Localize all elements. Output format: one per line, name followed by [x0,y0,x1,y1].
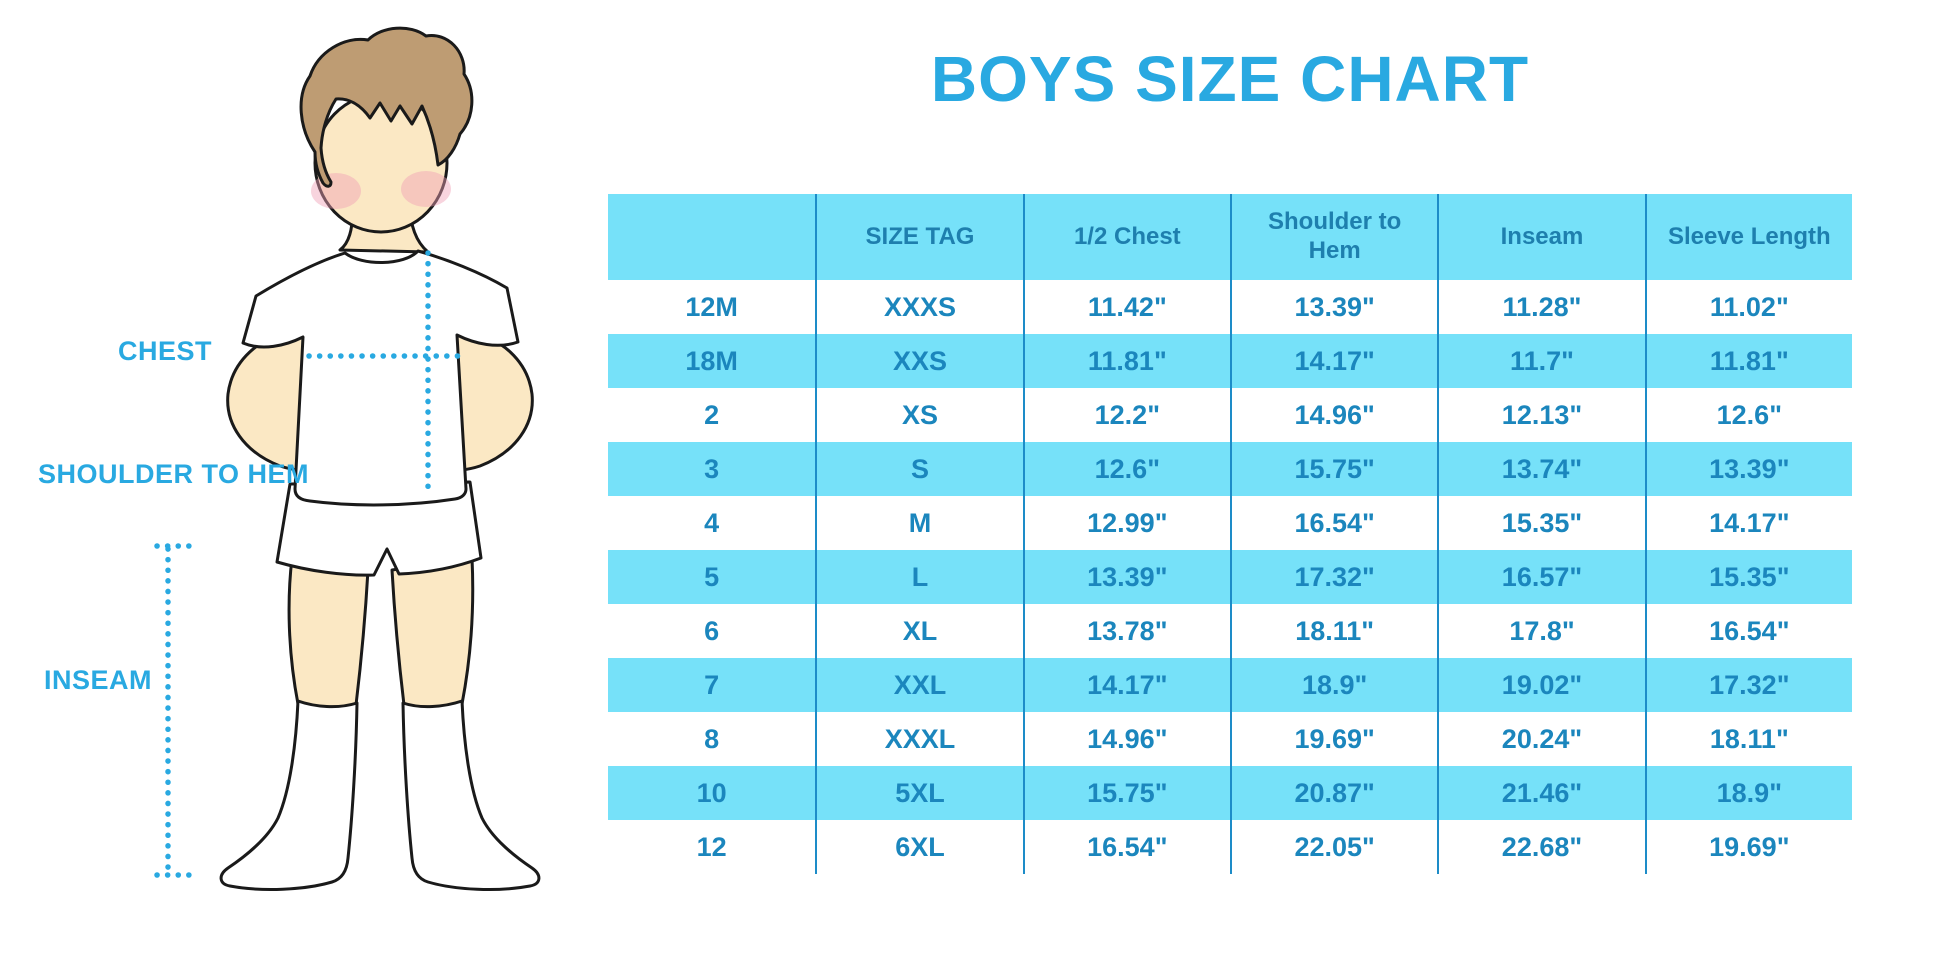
size-cell-10-1: 6XL [815,820,1023,874]
size-row-label-10: 12 [608,820,816,874]
size-row-label-3: 3 [608,442,816,496]
size-table: SIZE TAG 1/2 Chest Shoulder to Hem Inseam Sl… [608,194,1852,874]
size-cell-3-3: 15.75" [1229,442,1438,496]
size-row-label-9: 10 [608,766,816,820]
size-cell-7-5: 17.32" [1644,658,1852,712]
size-row-label-8: 8 [608,712,816,766]
boy-left-cheek [311,173,361,209]
size-cell-9-5: 18.9" [1644,766,1852,820]
size-cell-3-2: 12.6" [1022,442,1230,496]
size-cell-2-2: 12.2" [1022,388,1230,442]
size-cell-4-4: 15.35" [1437,496,1645,550]
size-cell-9-2: 15.75" [1022,766,1230,820]
size-cell-1-1: XXS [815,334,1023,388]
size-row-label-0: 12M [608,280,816,334]
page-title: BOYS SIZE CHART [930,43,1530,115]
column-header-4: Inseam [1437,194,1645,280]
size-cell-0-2: 11.42" [1022,280,1230,334]
size-row-label-1: 18M [608,334,816,388]
boy-hair [299,26,474,188]
boy-right-sock [401,699,541,891]
column-header-3: Shoulder to Hem [1229,194,1438,280]
boy-shorts [275,480,483,577]
size-cell-8-1: XXXL [815,712,1023,766]
size-cell-0-3: 13.39" [1229,280,1438,334]
size-cell-10-5: 19.69" [1644,820,1852,874]
size-cell-1-5: 11.81" [1644,334,1852,388]
size-cell-10-4: 22.68" [1437,820,1645,874]
boy-right-cheek [401,171,451,207]
chest-label: CHEST [118,336,213,366]
size-cell-6-3: 18.11" [1229,604,1438,658]
size-cell-6-1: XL [815,604,1023,658]
boy-illustration [154,26,541,891]
size-cell-3-1: S [815,442,1023,496]
size-cell-7-4: 19.02" [1437,658,1645,712]
size-cell-6-4: 17.8" [1437,604,1645,658]
size-cell-10-2: 16.54" [1022,820,1230,874]
size-cell-5-5: 15.35" [1644,550,1852,604]
size-cell-8-2: 14.96" [1022,712,1230,766]
boy-right-leg [390,556,475,711]
size-cell-6-2: 13.78" [1022,604,1230,658]
size-cell-3-4: 13.74" [1437,442,1645,496]
column-header-0 [608,194,816,280]
size-row-label-2: 2 [608,388,816,442]
size-cell-2-5: 12.6" [1644,388,1852,442]
size-cell-9-3: 20.87" [1229,766,1438,820]
size-cell-4-2: 12.99" [1022,496,1230,550]
size-cell-5-1: L [815,550,1023,604]
size-cell-0-5: 11.02" [1644,280,1852,334]
size-cell-5-2: 13.39" [1022,550,1230,604]
boy-left-sock [219,699,359,891]
size-row-label-6: 6 [608,604,816,658]
size-cell-5-3: 17.32" [1229,550,1438,604]
size-cell-7-3: 18.9" [1229,658,1438,712]
size-cell-7-1: XXL [815,658,1023,712]
size-cell-8-4: 20.24" [1437,712,1645,766]
size-cell-5-4: 16.57" [1437,550,1645,604]
size-cell-1-3: 14.17" [1229,334,1438,388]
size-cell-7-2: 14.17" [1022,658,1230,712]
size-cell-0-1: XXXS [815,280,1023,334]
size-cell-8-5: 18.11" [1644,712,1852,766]
inseam-label: INSEAM [44,665,153,695]
size-row-label-4: 4 [608,496,816,550]
size-cell-1-2: 11.81" [1022,334,1230,388]
size-cell-3-5: 13.39" [1644,442,1852,496]
size-row-label-7: 7 [608,658,816,712]
size-cell-0-4: 11.28" [1437,280,1645,334]
size-cell-2-4: 12.13" [1437,388,1645,442]
column-header-2: 1/2 Chest [1022,194,1230,280]
size-cell-4-5: 14.17" [1644,496,1852,550]
column-header-5: Sleeve Length [1644,194,1852,280]
size-cell-2-1: XS [815,388,1023,442]
size-cell-8-3: 19.69" [1229,712,1438,766]
size-cell-4-1: M [815,496,1023,550]
column-header-1: SIZE TAG [815,194,1023,280]
size-cell-10-3: 22.05" [1229,820,1438,874]
shoulder-to-hem-label: SHOULDER TO HEM [38,459,310,489]
size-cell-9-4: 21.46" [1437,766,1645,820]
size-cell-6-5: 16.54" [1644,604,1852,658]
boy-shirt [241,249,520,507]
size-cell-1-4: 11.7" [1437,334,1645,388]
boy-left-leg [287,556,370,711]
size-cell-9-1: 5XL [815,766,1023,820]
size-cell-4-3: 16.54" [1229,496,1438,550]
size-cell-2-3: 14.96" [1229,388,1438,442]
size-row-label-5: 5 [608,550,816,604]
